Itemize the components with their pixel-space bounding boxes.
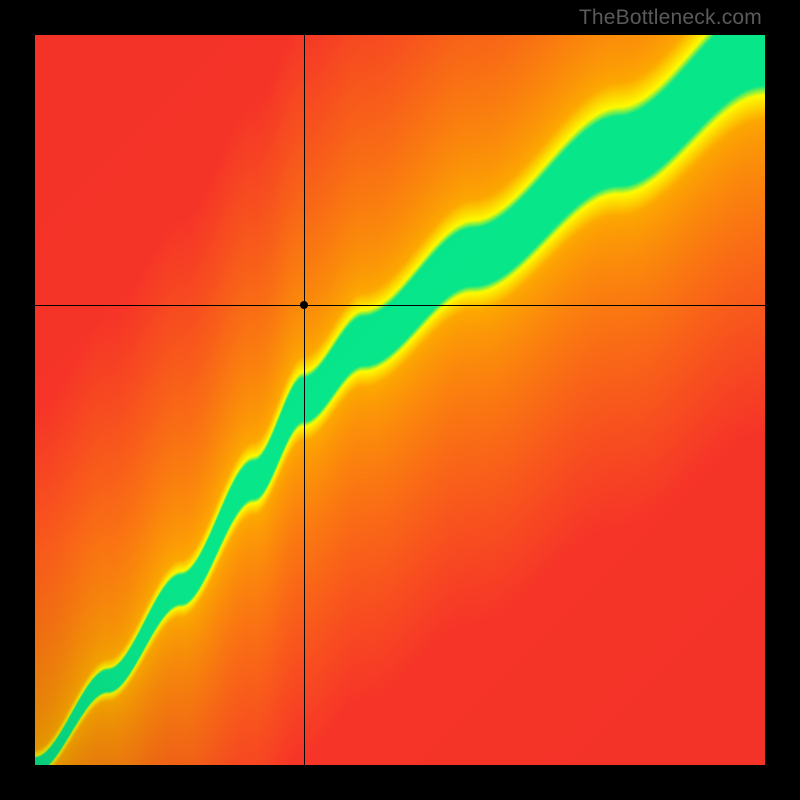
crosshair-vertical <box>304 35 305 765</box>
chart-frame: TheBottleneck.com <box>0 0 800 800</box>
bottleneck-heatmap <box>35 35 765 765</box>
crosshair-marker <box>300 301 308 309</box>
heatmap-plot-area <box>35 35 765 765</box>
crosshair-horizontal <box>35 305 765 306</box>
attribution-label: TheBottleneck.com <box>579 6 762 30</box>
